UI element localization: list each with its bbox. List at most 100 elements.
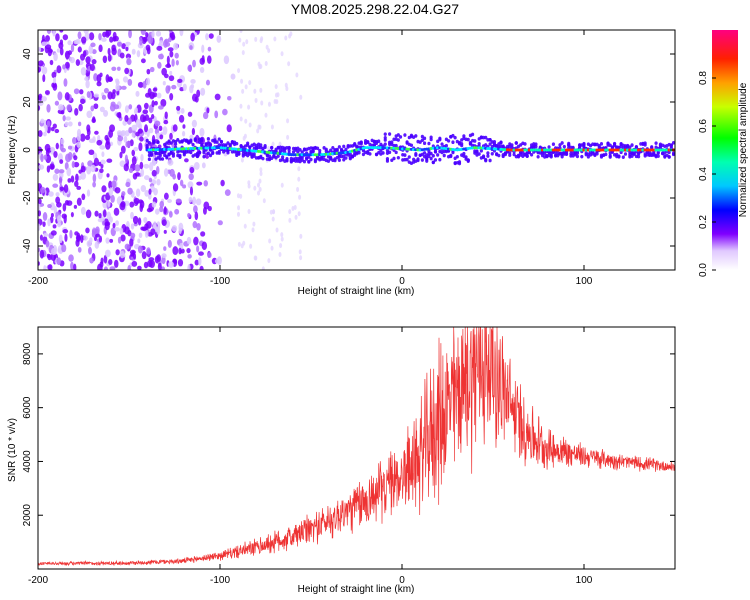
spectrogram-noise-dot	[49, 59, 54, 66]
spectrogram-noise-dot	[190, 79, 196, 84]
spectrogram-ridge-dot	[492, 140, 497, 144]
spectrogram-ridge-dot	[438, 157, 442, 162]
spectrogram-noise-dot	[278, 252, 282, 258]
spectrogram-ridge-dot	[173, 142, 178, 146]
snr-x-ticks: -200 -100 0 100	[28, 327, 593, 586]
spectrogram-noise-dot	[55, 192, 60, 197]
spectrogram-ridge-dot	[571, 145, 575, 150]
spectrogram-noise-dot	[129, 201, 135, 208]
spectrogram-noise-dot	[194, 211, 199, 221]
spectrogram-ridge-dot	[580, 154, 584, 159]
spectrogram-ridge-dot	[617, 154, 621, 159]
spectrogram-noise-dot	[245, 39, 249, 45]
spectrogram-noise-dot	[66, 104, 72, 112]
spectrogram-noise-dot	[93, 103, 99, 110]
spectrogram-noise-dot	[140, 30, 147, 36]
spectrogram-noise-dot	[38, 46, 42, 52]
spectrogram-noise-dot	[138, 128, 143, 134]
spectrogram-noise-dot	[110, 194, 115, 203]
spectrogram-noise-dot	[230, 73, 236, 80]
spectrogram-noise-dot	[85, 209, 92, 219]
spectrogram-noise-dot	[155, 30, 162, 37]
spectrogram-noise-dot	[96, 81, 102, 87]
spectrogram-noise-dot	[242, 240, 246, 246]
spectrogram-noise-dot	[63, 78, 68, 87]
spectrogram-noise-dot	[148, 117, 153, 124]
snr-x-tick-label-0: -200	[28, 575, 48, 586]
spectrogram-ridge-dot	[453, 135, 457, 140]
spectrogram-noise-dot	[178, 247, 182, 255]
spectrogram-ridge-dot	[176, 138, 180, 142]
spectrogram-noise-dot	[100, 159, 106, 165]
spectrogram-noise-dot	[286, 134, 290, 140]
spectrogram-noise-dot	[244, 118, 248, 124]
spectrogram-noise-dot	[106, 173, 110, 178]
spectrogram-noise-dot	[279, 243, 283, 249]
spectrogram-ridge-dot	[656, 154, 660, 158]
spectrogram-noise-dot	[38, 164, 45, 170]
spectrogram-ridge-dot	[324, 147, 328, 152]
spectrogram-noise-dot	[122, 76, 129, 83]
spectrogram-noise-dot	[45, 240, 50, 248]
spectrogram-noise-dot	[130, 232, 136, 239]
spectrogram-ridge-dot	[307, 160, 311, 164]
spectrogram-noise-dot	[150, 113, 155, 120]
spectrogram-noise-dot	[103, 87, 109, 94]
spectrogram-noise-dot	[38, 198, 42, 205]
spectrogram-ridge-dot	[486, 151, 490, 155]
colorbar-label: Normalized spectral amplitude	[738, 82, 749, 217]
spectrogram-noise-dot	[40, 118, 45, 124]
spectrogram-noise-dot	[109, 36, 114, 43]
spectrogram-noise-dot	[119, 202, 126, 211]
spectrogram-ridge-dot	[248, 145, 252, 150]
spectrogram-noise-dot	[241, 88, 245, 94]
spectrogram-ridge-dot	[285, 157, 289, 161]
spectrogram-x-tick-label-3: 100	[576, 276, 593, 287]
spectrogram-noise-dot	[180, 107, 185, 114]
spectrogram-ridge-dot	[156, 140, 160, 145]
spectrogram-ridge-dot	[173, 139, 178, 144]
spectrogram-noise-dot	[124, 130, 130, 137]
spectrogram-ridge-dot	[451, 150, 455, 155]
spectrogram-noise-dot	[98, 212, 102, 219]
spectrogram-noise-dot	[101, 151, 105, 158]
spectrogram-noise-dot	[208, 33, 214, 39]
spectrogram-noise-dot	[239, 103, 243, 109]
spectrogram-ridge-dot	[479, 149, 483, 153]
spectrogram-ridge-dot	[449, 153, 453, 158]
spectrogram-noise-dot	[46, 30, 52, 34]
spectrogram-ridge-dot	[366, 140, 370, 145]
spectrogram-noise-dot	[72, 137, 77, 145]
spectrogram-noise-dot	[142, 80, 147, 89]
chart-title: YM08.2025.298.22.04.G27	[290, 1, 460, 17]
spectrogram-noise-dot	[55, 142, 59, 150]
spectrogram-ridge-dot	[667, 155, 671, 159]
spectrogram-ridge-dot	[481, 154, 486, 159]
spectrogram-noise-dot	[75, 173, 79, 182]
spectrogram-noise-dot	[113, 35, 119, 42]
spectrogram-ridge-dot	[182, 152, 186, 157]
spectrogram-noise-dot	[91, 59, 97, 65]
spectrogram-ridge-dot	[374, 141, 379, 146]
spectrogram-ridge-dot	[263, 144, 267, 148]
spectrogram-noise-dot	[39, 234, 43, 241]
spectrogram-noise-dot	[288, 209, 292, 215]
snr-y-tick-label-2: 6000	[22, 396, 33, 419]
spectrogram-ridge-dot	[178, 153, 182, 158]
spectrogram-noise-dot	[79, 89, 84, 95]
spectrogram-ridge-dot	[337, 145, 341, 149]
spectrogram-noise-dot	[54, 168, 60, 174]
spectrogram-noise-dot	[168, 261, 174, 268]
spectrogram-noise-dot	[146, 247, 151, 255]
spectrogram-noise-dot	[70, 43, 75, 53]
spectrogram-noise-dot	[67, 145, 73, 150]
spectrogram-ridge-dot	[621, 155, 625, 159]
spectrogram-noise-dot	[177, 172, 181, 181]
spectrogram-ridge-dot	[403, 153, 407, 157]
spectrogram-ridge-dot	[455, 154, 459, 159]
spectrogram-noise-dot	[69, 229, 73, 239]
spectrogram-noise-dot	[64, 162, 69, 170]
spectrogram-ridge-dot	[281, 155, 285, 159]
spectrogram-ridge-dot	[235, 141, 239, 146]
